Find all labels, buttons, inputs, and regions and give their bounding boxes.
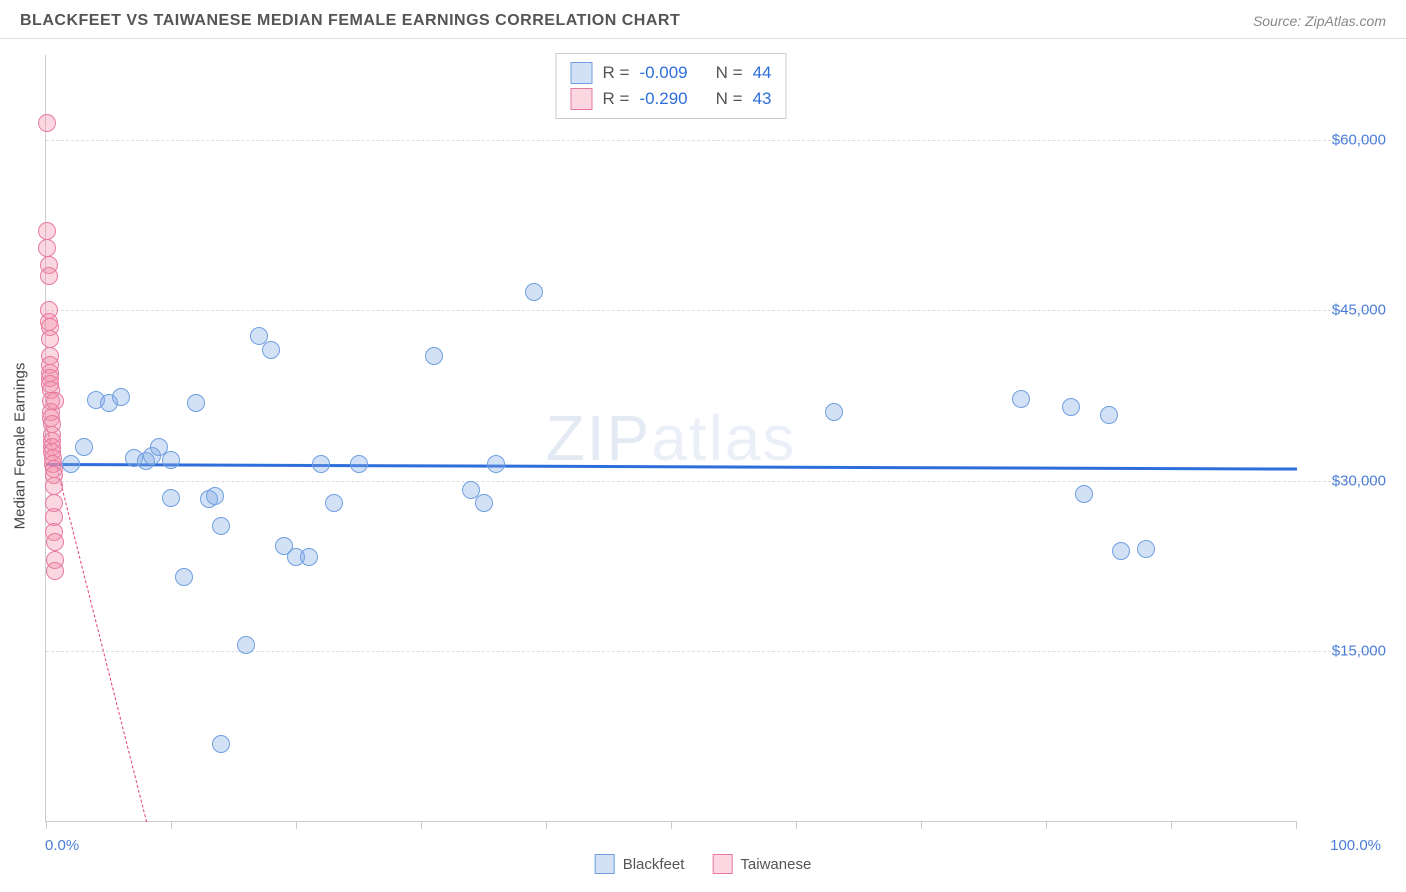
- data-point: [212, 735, 230, 753]
- data-point: [38, 239, 56, 257]
- data-point: [1112, 542, 1130, 560]
- y-tick-label: $60,000: [1332, 132, 1386, 149]
- legend-swatch: [712, 854, 732, 874]
- x-tick: [46, 821, 47, 829]
- chart-title: BLACKFEET VS TAIWANESE MEDIAN FEMALE EAR…: [20, 12, 680, 30]
- data-point: [45, 477, 63, 495]
- trend-line: [46, 463, 1297, 471]
- legend-item: Taiwanese: [712, 854, 811, 874]
- legend-swatch: [571, 62, 593, 84]
- r-value: -0.290: [639, 89, 687, 109]
- correlation-legend: R =-0.009N =44R =-0.290N =43: [556, 53, 787, 119]
- legend-stat-row: R =-0.009N =44: [571, 60, 772, 86]
- legend-stat-row: R =-0.290N =43: [571, 86, 772, 112]
- x-tick: [1046, 821, 1047, 829]
- y-tick-label: $45,000: [1332, 302, 1386, 319]
- plot-area: ZIPatlas R =-0.009N =44R =-0.290N =43 $1…: [45, 55, 1296, 822]
- x-tick: [671, 821, 672, 829]
- data-point: [46, 392, 64, 410]
- data-point: [38, 222, 56, 240]
- data-point: [41, 330, 59, 348]
- data-point: [112, 388, 130, 406]
- chart-header: BLACKFEET VS TAIWANESE MEDIAN FEMALE EAR…: [0, 0, 1406, 39]
- legend-label: Taiwanese: [740, 856, 811, 873]
- watermark: ZIPatlas: [546, 401, 797, 475]
- data-point: [312, 455, 330, 473]
- data-point: [1100, 406, 1118, 424]
- data-point: [175, 568, 193, 586]
- data-point: [212, 517, 230, 535]
- data-point: [1075, 485, 1093, 503]
- data-point: [425, 347, 443, 365]
- data-point: [475, 494, 493, 512]
- series-legend: Blackfeet Taiwanese: [595, 854, 812, 874]
- r-value: -0.009: [639, 63, 687, 83]
- data-point: [162, 451, 180, 469]
- data-point: [162, 489, 180, 507]
- gridline: [46, 481, 1381, 482]
- x-tick: [421, 821, 422, 829]
- x-tick: [296, 821, 297, 829]
- legend-swatch: [571, 88, 593, 110]
- gridline: [46, 310, 1381, 311]
- x-tick: [1296, 821, 1297, 829]
- data-point: [187, 394, 205, 412]
- n-value: 44: [753, 63, 772, 83]
- data-point: [325, 494, 343, 512]
- data-point: [46, 562, 64, 580]
- data-point: [1062, 398, 1080, 416]
- legend-item: Blackfeet: [595, 854, 685, 874]
- y-tick-label: $30,000: [1332, 472, 1386, 489]
- x-tick: [921, 821, 922, 829]
- legend-label: Blackfeet: [623, 856, 685, 873]
- data-point: [237, 636, 255, 654]
- source-attribution: Source: ZipAtlas.com: [1253, 13, 1386, 29]
- x-tick: [546, 821, 547, 829]
- data-point: [1012, 390, 1030, 408]
- data-point: [38, 114, 56, 132]
- n-value: 43: [753, 89, 772, 109]
- x-axis-min-label: 0.0%: [45, 837, 79, 854]
- y-axis-title: Median Female Earnings: [12, 363, 29, 530]
- x-tick: [796, 821, 797, 829]
- data-point: [487, 455, 505, 473]
- gridline: [46, 140, 1381, 141]
- data-point: [40, 267, 58, 285]
- data-point: [300, 548, 318, 566]
- legend-swatch: [595, 854, 615, 874]
- data-point: [62, 455, 80, 473]
- data-point: [525, 283, 543, 301]
- x-tick: [1171, 821, 1172, 829]
- chart-area: ZIPatlas R =-0.009N =44R =-0.290N =43 $1…: [45, 55, 1296, 822]
- y-tick-label: $15,000: [1332, 642, 1386, 659]
- data-point: [350, 455, 368, 473]
- x-tick: [171, 821, 172, 829]
- x-axis-max-label: 100.0%: [1330, 837, 1381, 854]
- data-point: [75, 438, 93, 456]
- data-point: [1137, 540, 1155, 558]
- data-point: [825, 403, 843, 421]
- data-point: [262, 341, 280, 359]
- data-point: [206, 487, 224, 505]
- data-point: [46, 533, 64, 551]
